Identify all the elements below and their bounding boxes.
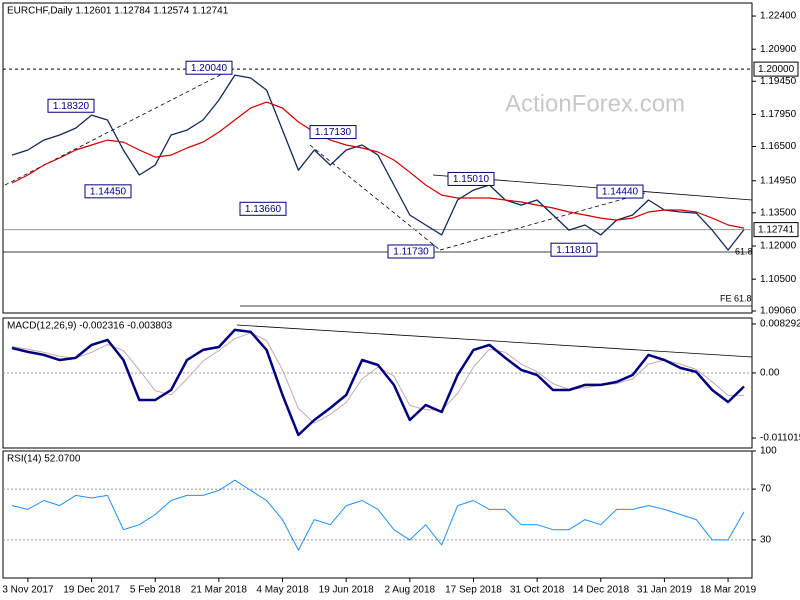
- y-tick-label: 1.17950: [760, 109, 797, 120]
- price-annotation: 1.11730: [393, 247, 429, 258]
- x-tick-label: 17 Sep 2018: [445, 585, 502, 596]
- marker-label: 1.12741: [758, 224, 795, 235]
- price-annotation-box: [84, 184, 132, 199]
- x-tick-label: 2 Aug 2018: [385, 585, 436, 596]
- y-tick-label: 1.19450: [760, 76, 797, 87]
- x-tick-label: 14 Dec 2018: [572, 585, 629, 596]
- price-annotation-box: [387, 244, 435, 259]
- price-annotation-box: [596, 184, 644, 199]
- price-annotation: 1.13660: [245, 204, 282, 215]
- trend-line: [309, 144, 441, 251]
- marker-box: [753, 222, 799, 238]
- price-annotation: 1.18320: [53, 101, 90, 112]
- x-tick-label: 5 Feb 2018: [130, 585, 181, 596]
- panel-title: EURCHF,Daily 1.12601 1.12784 1.12574 1.1…: [7, 6, 229, 17]
- fib-note: FE 61.8: [720, 293, 752, 303]
- y-tick-label: 0.00: [760, 368, 780, 379]
- price-annotation: 1.14440: [602, 187, 639, 198]
- price-annotation-box: [447, 171, 495, 186]
- y-tick-label: 0.008292: [760, 319, 800, 330]
- y-tick-label: 1.14950: [760, 175, 797, 186]
- x-tick-label: 19 Jun 2018: [319, 585, 374, 596]
- y-tick-label: 70: [760, 484, 772, 495]
- trend-line: [236, 324, 753, 358]
- series-line: [11, 101, 745, 229]
- price-annotation-box: [309, 125, 357, 140]
- y-tick-label: 30: [760, 535, 772, 546]
- panel-frame: [2, 317, 753, 449]
- x-tick-label: 31 Jan 2019: [637, 585, 692, 596]
- y-tick-label: 1.16500: [760, 141, 797, 152]
- series-line: [11, 74, 745, 251]
- series-line: [11, 328, 745, 437]
- series-line: [11, 479, 745, 551]
- panel-frame: [2, 2, 753, 314]
- fib-note: 61.8: [735, 246, 753, 256]
- price-annotation-box: [47, 98, 95, 113]
- y-tick-label: -0.011015: [760, 433, 800, 444]
- x-tick-label: 21 Mar 2018: [191, 585, 248, 596]
- price-annotation: 1.11810: [556, 245, 592, 256]
- x-tick-label: 19 Dec 2017: [63, 585, 120, 596]
- y-tick-label: 1.13500: [760, 207, 797, 218]
- trend-line: [439, 192, 646, 251]
- marker-box: [753, 61, 799, 77]
- price-annotation: 1.20040: [191, 63, 228, 74]
- y-tick-label: 1.10500: [760, 274, 797, 285]
- x-tick-label: 4 May 2018: [256, 585, 309, 596]
- y-tick-label: 1.09060: [760, 306, 797, 317]
- panel-title: RSI(14) 52.0700: [7, 454, 81, 465]
- y-tick-label: 1.12000: [760, 241, 797, 252]
- y-tick-label: 1.20900: [760, 44, 797, 55]
- x-tick-label: 18 Mar 2019: [700, 585, 757, 596]
- price-annotation: 1.17130: [315, 127, 352, 138]
- x-tick-label: 3 Nov 2017: [2, 585, 54, 596]
- panel-title: MACD(12,26,9) -0.002316 -0.003803: [7, 321, 173, 332]
- series-line: [11, 332, 744, 424]
- x-tick-label: 31 Oct 2018: [510, 585, 565, 596]
- price-annotation: 1.15010: [453, 174, 490, 185]
- y-tick-label: 1.22400: [760, 11, 797, 22]
- y-tick-label: 100: [760, 446, 777, 457]
- panel-frame: [2, 450, 753, 579]
- price-annotation-box: [185, 60, 233, 75]
- price-annotation: 1.14450: [90, 186, 127, 197]
- watermark: ActionForex.com: [505, 90, 685, 117]
- price-annotation-box: [239, 201, 287, 216]
- marker-label: 1.20000: [758, 64, 795, 75]
- price-annotation-box: [550, 242, 598, 257]
